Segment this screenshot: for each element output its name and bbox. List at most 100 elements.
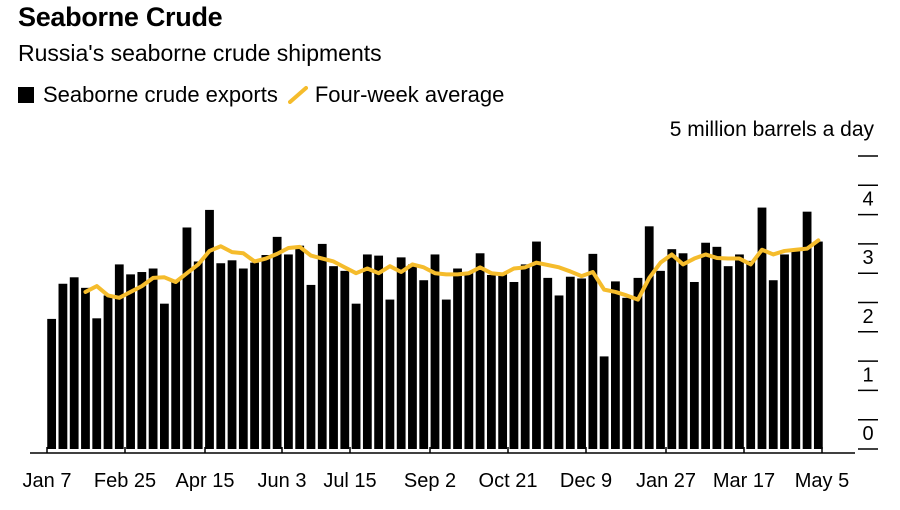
legend-item-exports: Seaborne crude exports <box>18 82 278 108</box>
bar <box>735 254 744 449</box>
bar <box>498 273 508 449</box>
bar <box>408 264 417 449</box>
y-tick-label: 1 <box>862 364 873 386</box>
y-tick-label: 0 <box>862 423 873 445</box>
bar <box>126 274 135 449</box>
bar <box>329 266 338 449</box>
bar <box>543 277 553 449</box>
bar <box>362 254 372 449</box>
y-tick-label: 4 <box>862 189 873 211</box>
bar <box>577 278 586 449</box>
bar <box>453 268 462 449</box>
bar <box>182 227 192 449</box>
bar <box>791 248 801 449</box>
average-line <box>83 238 821 302</box>
bar <box>644 226 654 449</box>
bar <box>137 272 147 449</box>
bar <box>261 255 271 449</box>
bar <box>622 297 632 449</box>
bar <box>554 295 564 449</box>
bar-series-exports <box>47 207 823 449</box>
bar <box>701 242 710 449</box>
bar <box>689 281 699 449</box>
line-series-average <box>83 238 821 302</box>
bar <box>532 241 541 449</box>
bar <box>723 266 733 449</box>
legend-swatch-bar <box>18 87 34 103</box>
x-axis: Jan 7 Feb 25 Apr 15 Jun 3 Jul 15 Sep 2 Oct 21 D… <box>23 447 855 492</box>
bar <box>159 303 169 449</box>
x-tick-label: Feb 25 <box>94 470 156 492</box>
bar <box>193 261 203 449</box>
x-tick-label: May 5 <box>795 470 849 492</box>
bar <box>306 284 316 449</box>
bar <box>667 249 677 449</box>
y-tick-label: 3 <box>862 247 873 269</box>
bar <box>464 272 474 449</box>
bar <box>374 255 384 449</box>
y-tick-label: 2 <box>862 306 873 328</box>
x-tick-label: Dec 9 <box>560 470 612 492</box>
bar <box>171 280 181 449</box>
legend-label-exports: Seaborne crude exports <box>43 82 278 107</box>
bar <box>103 295 113 449</box>
bar <box>509 281 519 449</box>
x-tick-label: Mar 17 <box>713 470 775 492</box>
bar <box>205 209 214 449</box>
bar <box>69 277 79 449</box>
x-tick-label: Jul 15 <box>323 470 376 492</box>
y-axis: 0 1 2 3 4 <box>858 155 878 450</box>
bar <box>238 268 248 449</box>
legend-swatch-line <box>287 86 308 104</box>
bar <box>114 264 124 449</box>
bar <box>419 280 429 449</box>
chart-title: Seaborne Crude <box>18 2 223 32</box>
bar <box>475 253 485 449</box>
chart-legend: Seaborne crude exports Four-week average <box>18 82 514 108</box>
bar <box>284 254 293 449</box>
bar <box>216 263 226 449</box>
bar <box>746 260 756 449</box>
bar <box>317 243 327 449</box>
bar <box>780 254 789 449</box>
x-tick-label: Apr 15 <box>176 470 235 492</box>
x-tick-label: Jan 27 <box>636 470 696 492</box>
legend-item-average: Four-week average <box>287 82 505 108</box>
bar <box>802 211 812 449</box>
bar <box>520 264 530 449</box>
bar <box>340 270 350 449</box>
bar <box>813 241 823 449</box>
bar <box>295 245 305 449</box>
bar <box>385 299 395 449</box>
bar <box>250 262 259 449</box>
bar <box>92 318 102 449</box>
bar <box>396 257 406 449</box>
bar <box>441 299 451 449</box>
bar <box>757 207 767 449</box>
bar <box>351 303 361 449</box>
bar <box>768 280 778 449</box>
bar <box>81 287 90 449</box>
chart-subtitle: Russia's seaborne crude shipments <box>18 40 382 66</box>
bar <box>430 254 440 449</box>
bar <box>678 253 688 449</box>
x-tick-label: Oct 21 <box>479 470 538 492</box>
bar <box>148 268 158 449</box>
bar <box>611 281 620 449</box>
x-tick-label: Sep 2 <box>404 470 456 492</box>
bar <box>58 283 68 449</box>
x-tick-label: Jan 7 <box>23 470 72 492</box>
bar <box>633 277 643 449</box>
bar <box>599 356 609 449</box>
bar <box>656 270 665 449</box>
bar <box>227 260 237 449</box>
bar <box>588 253 598 449</box>
bar <box>47 318 57 449</box>
y-axis-unit-label: 5 million barrels a day <box>669 118 874 141</box>
bar <box>272 236 282 449</box>
bar <box>712 246 722 449</box>
legend-label-average: Four-week average <box>314 82 505 107</box>
bar <box>565 276 575 449</box>
x-tick-label: Jun 3 <box>258 470 307 492</box>
